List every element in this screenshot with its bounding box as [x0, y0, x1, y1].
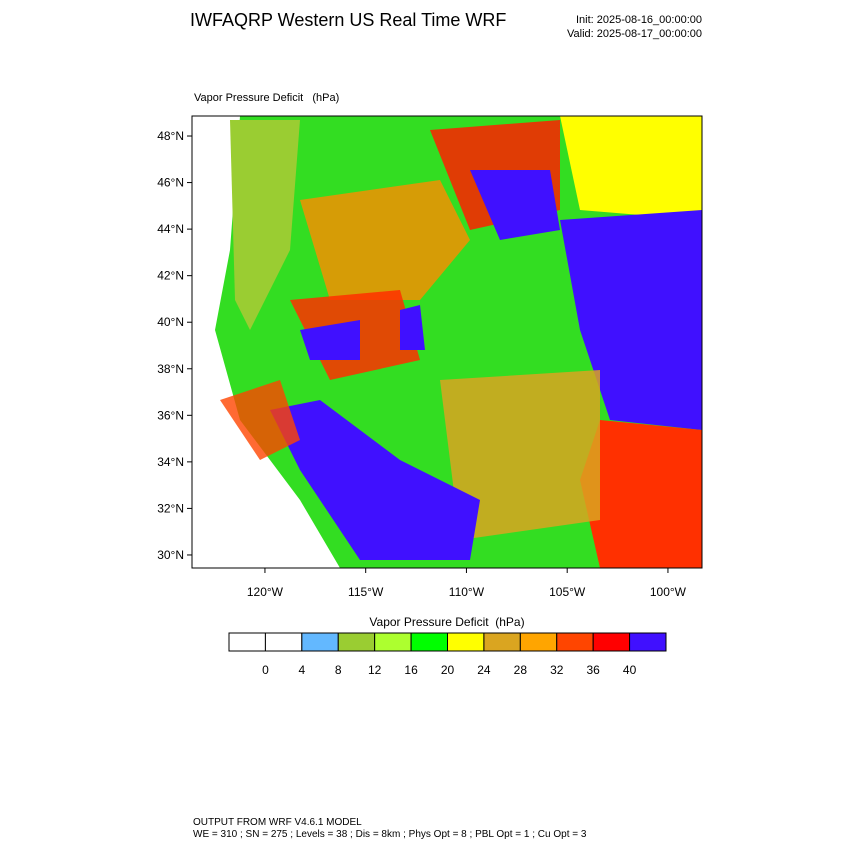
map-field — [192, 116, 702, 568]
colorbar-box — [228, 632, 266, 652]
init-time: Init: 2025-08-16_00:00:00 — [576, 14, 702, 26]
colorbar-box — [629, 632, 667, 652]
map-frame — [191, 115, 703, 569]
colorbar-title: Vapor Pressure Deficit (hPa) — [369, 615, 524, 629]
colorbar-box — [592, 632, 631, 652]
y-tick-label: 34°N — [157, 455, 184, 469]
title: IWFAQRP Western US Real Time WRF — [190, 10, 506, 30]
colorbar-label: 28 — [514, 663, 528, 677]
colorbar-label: 4 — [298, 663, 305, 677]
colorbar-box — [374, 632, 412, 652]
colorbar-label: 40 — [623, 663, 637, 677]
x-tick-label: 120°W — [247, 585, 284, 599]
colorbar-label: 32 — [550, 663, 564, 677]
x-tick-label: 115°W — [348, 585, 384, 599]
colorbar-box — [301, 632, 339, 652]
valid-time: Valid: 2025-08-17_00:00:00 — [567, 28, 702, 40]
x-tick-label: 110°W — [449, 585, 485, 599]
colorbar-label: 16 — [404, 663, 418, 677]
y-tick-label: 36°N — [157, 408, 184, 422]
x-tick-label: 100°W — [650, 585, 687, 599]
colorbar-box — [410, 632, 449, 652]
colorbar-label: 36 — [586, 663, 600, 677]
y-tick-label: 40°N — [157, 315, 184, 329]
colorbar-label: 24 — [477, 663, 491, 677]
y-tick-label: 46°N — [157, 176, 184, 190]
colorbar-box — [447, 632, 485, 652]
colorbar-label: 8 — [335, 663, 342, 677]
y-tick-label: 42°N — [157, 269, 184, 283]
y-tick-label: 30°N — [157, 548, 184, 562]
x-tick-label: 105°W — [549, 585, 586, 599]
colorbar-box — [519, 632, 558, 652]
colorbar-label: 20 — [441, 663, 455, 677]
y-tick-label: 38°N — [157, 362, 184, 376]
colorbar-box — [264, 632, 303, 652]
colorbar-box — [483, 632, 521, 652]
y-tick-label: 48°N — [157, 129, 184, 143]
colorbar-label: 0 — [262, 663, 269, 677]
colorbar-box — [556, 632, 594, 652]
y-tick-label: 44°N — [157, 222, 184, 236]
footer-line: WE = 310 ; SN = 275 ; Levels = 38 ; Dis … — [193, 829, 587, 840]
colorbar-box — [337, 632, 376, 652]
y-tick-label: 32°N — [157, 501, 184, 515]
field-label: Vapor Pressure Deficit (hPa) — [194, 92, 339, 104]
colorbar-label: 12 — [368, 663, 382, 677]
footer-line: OUTPUT FROM WRF V4.6.1 MODEL — [193, 817, 362, 828]
